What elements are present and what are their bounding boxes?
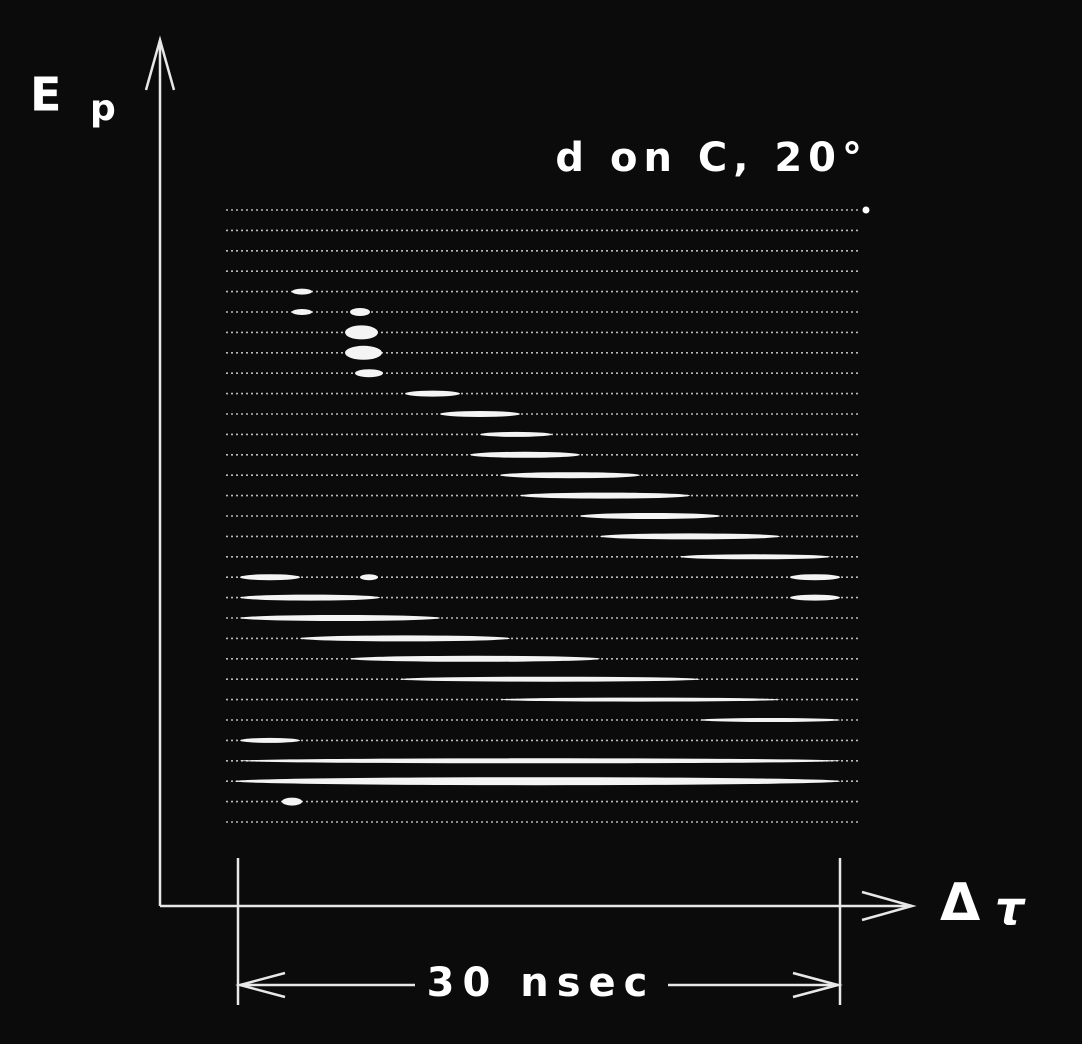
trace-blob [500,697,780,702]
x-label: Δ [940,873,980,933]
trace-blob [500,472,640,479]
y-label-sub: p [90,88,116,129]
trace-blob [470,451,580,458]
trace-blob [345,345,382,360]
trace-blob [405,390,460,397]
trace-blob [580,513,720,519]
trace-blob [240,758,840,764]
trace-blob [360,574,378,581]
trace-blob [292,309,312,315]
axes [144,35,917,1005]
trace-blob [240,574,300,581]
trace-blob [235,777,840,786]
trace-blob [400,676,700,682]
trace-blob [480,431,552,437]
trace-blob [680,554,830,560]
y-arrow [144,35,176,91]
trace-blob [300,635,510,642]
trace-blob [345,325,378,340]
trace-dot [862,206,870,214]
trace-blob [520,492,690,499]
y-label: E [30,68,61,122]
trace-blob [350,308,370,316]
scale-arrow [235,971,286,999]
annotation: d on C, 20° [555,135,868,181]
traces [226,206,870,823]
trace-blob [282,797,302,806]
trace-blob [350,655,600,662]
trace-blob [292,288,312,295]
trace-blob [790,574,840,581]
trace-blob [440,411,520,417]
x-label-sub: τ [995,882,1026,936]
trace-blob [355,369,383,378]
trace-blob [700,718,840,722]
scale-arrow [792,971,843,999]
scale-label: 30 nsec [427,960,656,1006]
trace-blob [240,737,300,743]
trace-blob [600,533,780,540]
trace-blob [240,594,380,601]
x-arrow [861,890,917,922]
trace-blob [240,615,440,621]
trace-blob [790,594,840,601]
